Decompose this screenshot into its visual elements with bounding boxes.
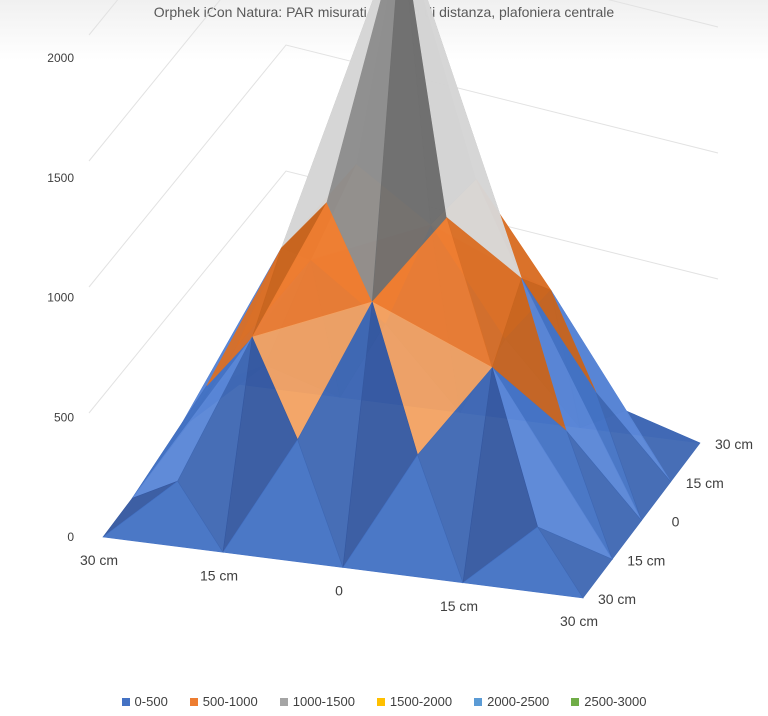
x-tick-label: 15 cm: [200, 567, 238, 583]
surface-facet: [566, 431, 642, 560]
y-tick-label: 30 cm: [715, 436, 753, 452]
legend-swatch: [279, 697, 288, 706]
x-tick-label: 0: [335, 583, 343, 599]
x-axis-ticks: 30 cm 15 cm 0 15 cm 30 cm: [80, 552, 598, 629]
legend-label: 1000-1500: [292, 694, 355, 709]
surface-facet: [595, 392, 672, 522]
z-tick-label: 500: [54, 410, 74, 424]
gridline: [88, 170, 719, 414]
y-tick-label: 15 cm: [686, 475, 724, 491]
x-tick-label: 30 cm: [560, 613, 598, 629]
y-axis-ticks: 30 cm 15 cm 0 15 cm 30 cm: [598, 436, 753, 607]
legend: 0-500 500-1000 1000-1500 1500-2000 2000-2500…: [0, 694, 768, 709]
legend-label: 0-500: [134, 694, 168, 709]
legend-item: 2000-2500: [474, 694, 549, 709]
z-tick-label: 0: [67, 530, 74, 544]
legend-swatch: [571, 697, 580, 706]
legend-swatch: [376, 697, 385, 706]
legend-item: 0-500: [121, 694, 168, 709]
x-tick-label: 30 cm: [80, 552, 118, 568]
y-tick-label: 15 cm: [627, 552, 665, 568]
surface-facet: [536, 526, 613, 599]
y-tick-label: 30 cm: [598, 591, 636, 607]
legend-label: 2000-2500: [487, 694, 550, 709]
legend-swatch: [121, 697, 130, 706]
gridline: [88, 0, 719, 162]
legend-label: 500-1000: [202, 694, 258, 709]
legend-swatch: [189, 697, 198, 706]
legend-label: 2500-3000: [584, 694, 647, 709]
surface-plot: [102, 0, 701, 599]
legend-item: 500-1000: [189, 694, 258, 709]
legend-item: 2500-3000: [571, 694, 646, 709]
gridline: [88, 44, 719, 288]
x-tick-label: 15 cm: [440, 598, 478, 614]
y-tick-label: 0: [672, 514, 680, 530]
legend-label: 1500-2000: [389, 694, 453, 709]
legend-item: 1000-1500: [279, 694, 355, 709]
z-tick-label: 1500: [47, 171, 74, 185]
z-tick-label: 2000: [47, 51, 74, 65]
legend-item: 1500-2000: [376, 694, 453, 709]
z-tick-label: 1000: [47, 291, 74, 305]
z-axis-ticks: 050010001500200025003000: [47, 51, 74, 544]
gridlines: [88, 0, 719, 414]
legend-swatch: [474, 697, 483, 706]
